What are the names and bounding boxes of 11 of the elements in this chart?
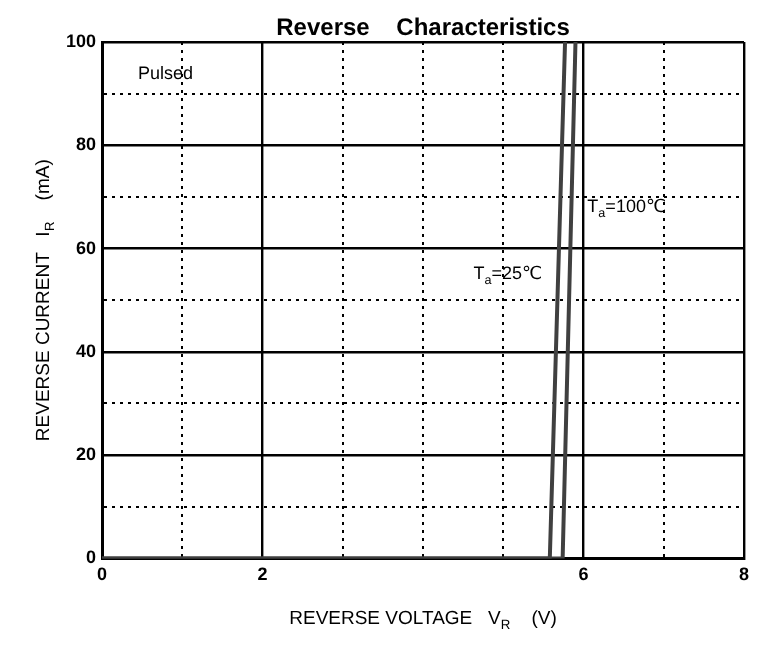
y-tick-label: 20 [76,444,97,465]
x-tick-label: 6 [578,564,589,585]
chart-title: Reverse Characteristics [276,12,571,41]
y-tick-label: 60 [76,237,97,258]
x-tick-label: 2 [257,564,268,585]
y-tick-label: 80 [76,134,97,155]
y-tick-label: 0 [86,547,97,568]
y-tick-label: 40 [76,340,97,361]
annotation: Pulsed [138,62,194,83]
x-tick-label: 8 [738,564,750,585]
y-tick-label: 100 [65,30,97,51]
